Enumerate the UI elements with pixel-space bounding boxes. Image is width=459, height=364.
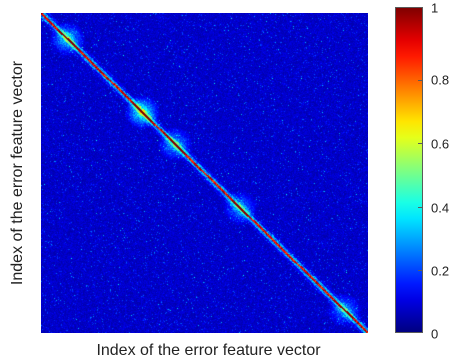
colorbar-tick-label: 0.6 bbox=[431, 136, 450, 152]
colorbar bbox=[395, 7, 423, 333]
heatmap-matrix bbox=[41, 13, 368, 333]
colorbar-tick-mark bbox=[418, 80, 423, 81]
y-axis-label: Index of the error feature vector bbox=[9, 60, 26, 286]
colorbar-tick-label: 0.8 bbox=[431, 72, 450, 88]
heatmap-panel bbox=[41, 13, 368, 333]
colorbar-tick-mark bbox=[418, 270, 423, 271]
colorbar-tick-mark bbox=[418, 207, 423, 208]
x-axis-label: Index of the error feature vector bbox=[96, 342, 321, 359]
colorbar-tick-mark bbox=[418, 7, 423, 8]
colorbar-tick-label: 0.4 bbox=[431, 200, 450, 216]
colorbar-tick-mark bbox=[418, 143, 423, 144]
colorbar-tick-label: 0 bbox=[431, 326, 439, 342]
colorbar-tick-label: 1 bbox=[431, 0, 439, 16]
colorbar-tick-label: 0.2 bbox=[431, 263, 450, 279]
colorbar-tick-mark bbox=[418, 332, 423, 333]
colorbar-gradient bbox=[396, 8, 422, 332]
